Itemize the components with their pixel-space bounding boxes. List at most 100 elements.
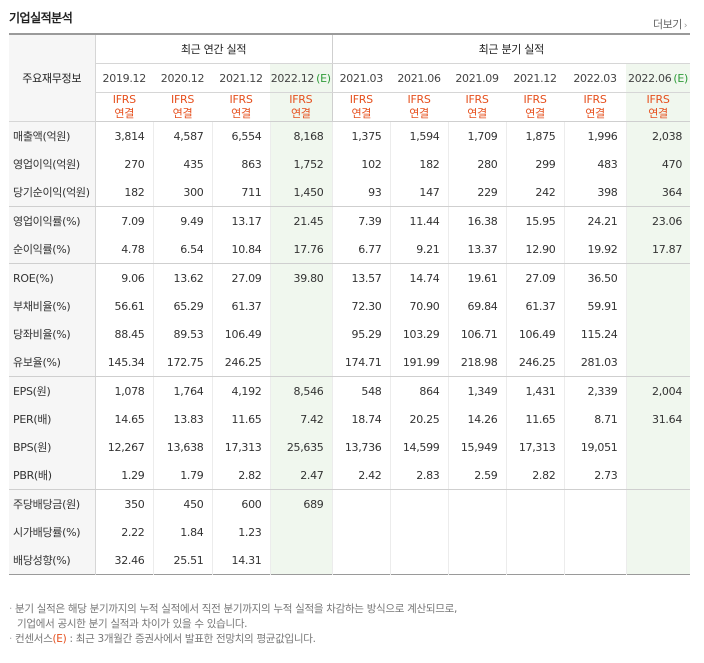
value-cell: 13.17 [211, 206, 270, 235]
estimate-mark: (E) [316, 71, 331, 85]
value-cell: 483 [563, 150, 627, 178]
value-cell: 9.06 [94, 263, 153, 292]
value-cell: 95.29 [331, 320, 391, 348]
value-cell [269, 320, 333, 348]
value-cell: 25.51 [152, 546, 212, 575]
value-cell: 115.24 [563, 320, 627, 348]
section-title: 기업실적분석 [9, 11, 73, 25]
value-cell: 4.78 [94, 235, 153, 264]
value-cell: 14.74 [389, 263, 449, 292]
value-cell [625, 518, 691, 546]
value-cell: 299 [505, 150, 565, 178]
value-cell: 12,267 [94, 433, 153, 461]
value-cell: 21.45 [269, 206, 333, 235]
period-label: 2021.09 [455, 71, 499, 85]
value-cell: 1,431 [505, 376, 565, 405]
value-cell: 10.84 [211, 235, 270, 264]
value-cell: 6,554 [211, 121, 270, 150]
value-cell: 39.80 [269, 263, 333, 292]
table-row: PBR(배) 1.29 1.79 2.82 2.47 2.42 2.83 2.59 2.82 2.… [9, 461, 691, 490]
value-cell: 11.65 [505, 405, 565, 433]
value-cell: 2,004 [625, 376, 691, 405]
value-cell: 4,192 [211, 376, 270, 405]
table-row: 영업이익률(%) 7.09 9.49 13.17 21.45 7.39 11.44 16.38… [9, 206, 691, 235]
value-cell: 1,764 [152, 376, 212, 405]
value-cell: 56.61 [94, 292, 153, 320]
value-cell: 600 [211, 489, 270, 518]
value-cell: 17,313 [505, 433, 565, 461]
value-cell: 61.37 [505, 292, 565, 320]
value-cell: 18.74 [331, 405, 391, 433]
more-label: 더보기 [653, 18, 682, 31]
value-cell [563, 546, 627, 575]
table-row: 시가배당률(%) 2.22 1.84 1.23 [9, 518, 691, 546]
value-cell: 280 [447, 150, 507, 178]
value-cell: 548 [331, 376, 391, 405]
value-cell: 364 [625, 178, 691, 207]
value-cell: 229 [447, 178, 507, 207]
value-cell [563, 489, 627, 518]
value-cell: 19,051 [563, 433, 627, 461]
period-header: 2021.12 [212, 63, 270, 93]
value-cell: 7.42 [269, 405, 333, 433]
value-cell: 1,875 [505, 121, 565, 150]
value-cell: 1,450 [269, 178, 333, 207]
financial-table: 주요재무정보 최근 연간 실적 최근 분기 실적 2019.12 2020.12 2… [9, 33, 691, 575]
footnote-1-cont: 기업에서 공시한 분기 실적과 차이가 있을 수 있습니다. [17, 618, 248, 630]
value-cell: 2.59 [447, 461, 507, 490]
footnote-1: · 분기 실적은 해당 분기까지의 누적 실적에서 직전 분기까지의 누적 실적을… [9, 603, 458, 615]
ifrs-standard: IFRS 연결 [212, 92, 270, 122]
more-link[interactable]: 더보기 › [653, 16, 688, 32]
value-cell: 470 [625, 150, 691, 178]
value-cell: 2,339 [563, 376, 627, 405]
value-cell: 8,168 [269, 121, 333, 150]
footnotes: · 분기 실적은 해당 분기까지의 누적 실적에서 직전 분기까지의 누적 실적을… [9, 602, 457, 647]
ifrs-standard: IFRS 연결 [564, 92, 627, 122]
value-cell [331, 546, 391, 575]
value-cell: 2.83 [389, 461, 449, 490]
value-cell: 106.71 [447, 320, 507, 348]
ifrs-standard: IFRS 연결 [331, 92, 391, 122]
table-row: PER(배) 14.65 13.83 11.65 7.42 18.74 20.25 14.26… [9, 405, 691, 433]
value-cell [331, 518, 391, 546]
value-cell: 65.29 [152, 292, 212, 320]
value-cell [625, 348, 691, 377]
value-cell: 7.09 [94, 206, 153, 235]
value-cell: 1,349 [447, 376, 507, 405]
value-cell: 246.25 [211, 348, 270, 377]
row-label: 매출액(억원) [9, 121, 96, 150]
value-cell: 6.54 [152, 235, 212, 264]
period-header: 2022.12 (E) [270, 63, 333, 93]
period-header: 2019.12 [95, 63, 153, 93]
row-label: 영업이익률(%) [9, 206, 96, 235]
value-cell: 218.98 [447, 348, 507, 377]
value-cell: 32.46 [94, 546, 153, 575]
value-cell [269, 348, 333, 377]
value-cell: 11.44 [389, 206, 449, 235]
row-label: 배당성향(%) [9, 546, 96, 575]
row-label: ROE(%) [9, 263, 96, 292]
value-cell: 1,996 [563, 121, 627, 150]
value-cell: 182 [389, 150, 449, 178]
value-cell: 246.25 [505, 348, 565, 377]
value-cell: 6.77 [331, 235, 391, 264]
value-cell: 281.03 [563, 348, 627, 377]
ifrs-standard: IFRS 연결 [153, 92, 212, 122]
value-cell [447, 489, 507, 518]
value-cell: 93 [331, 178, 391, 207]
period-header: 2021.09 [448, 63, 507, 93]
value-cell: 1,375 [331, 121, 391, 150]
value-cell: 25,635 [269, 433, 333, 461]
value-cell: 8,546 [269, 376, 333, 405]
value-cell: 1.79 [152, 461, 212, 490]
table-row: ROE(%) 9.06 13.62 27.09 39.80 13.57 14.74 19.61… [9, 263, 691, 292]
period-header: 2021.03 [331, 63, 391, 93]
value-cell [269, 518, 333, 546]
value-cell: 27.09 [211, 263, 270, 292]
value-cell: 300 [152, 178, 212, 207]
value-cell: 19.92 [563, 235, 627, 264]
bullet-icon: · [9, 603, 13, 615]
value-cell: 13.83 [152, 405, 212, 433]
value-cell: 1,709 [447, 121, 507, 150]
value-cell: 13,638 [152, 433, 212, 461]
